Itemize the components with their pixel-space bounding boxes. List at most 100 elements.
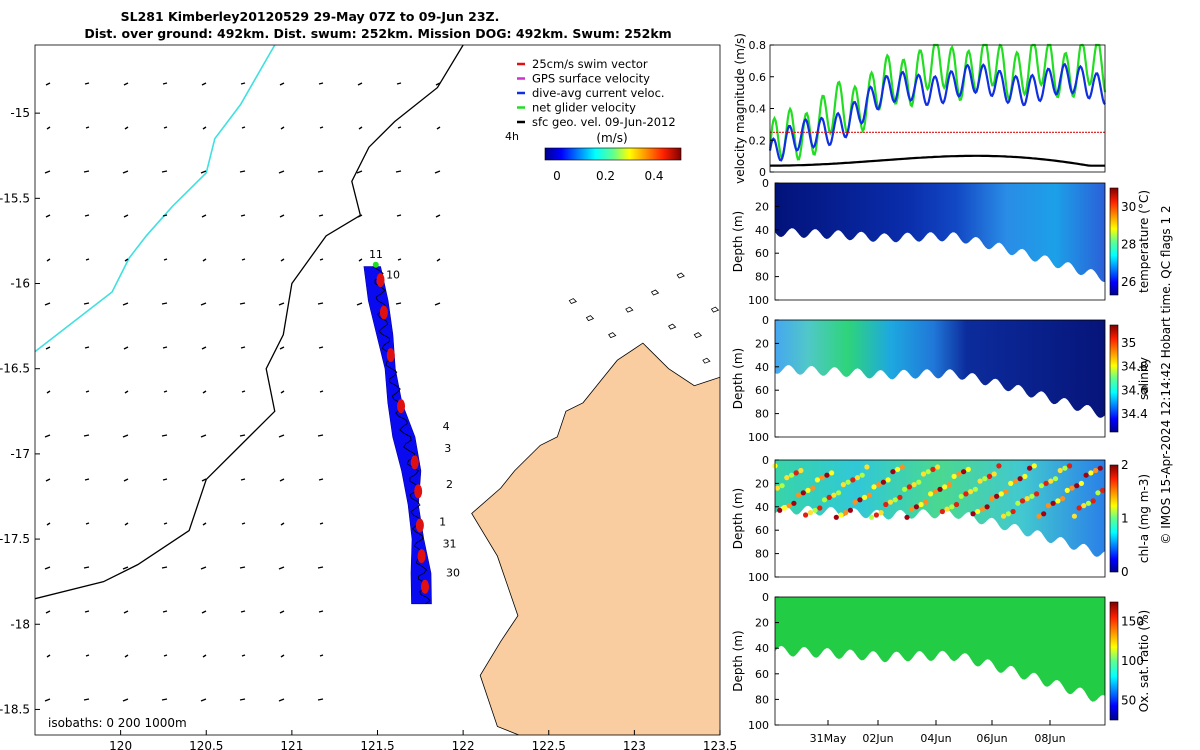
title-line-2: Dist. over ground: 492km. Dist. swum: 25… [84, 26, 671, 41]
chla-sample [862, 494, 868, 500]
chla-sample [850, 477, 856, 483]
depth-tick-label: 100 [748, 294, 769, 307]
sfc-vector [279, 478, 285, 482]
chla-sample [895, 466, 901, 472]
chla-sample [1027, 465, 1033, 471]
sfc-vector [201, 214, 207, 218]
credit-text: © IMOS 15-Apr-2024 12:14:42 Hobart time.… [1159, 205, 1173, 545]
depth-tick-label: 60 [755, 247, 769, 260]
chla-sample [843, 509, 849, 516]
chla-sample [887, 499, 894, 505]
chla-sample [788, 472, 795, 478]
sfc-vector [358, 258, 363, 262]
depth-tick-label: 80 [755, 548, 769, 561]
land-mass [471, 342, 720, 735]
sfc-vector [280, 654, 285, 658]
day-label-10: 10 [386, 268, 400, 281]
sfc-vector [202, 654, 207, 658]
sfc-vector [46, 522, 51, 526]
chla-sample [1048, 478, 1054, 484]
chla-sample [951, 473, 957, 479]
sfc-vector [162, 214, 168, 217]
map-xtick-label: 121 [280, 739, 303, 750]
oxygen-depth-label: Depth (m) [731, 630, 745, 691]
depth-tick-label: 80 [755, 408, 769, 421]
chla-sample [928, 491, 934, 497]
chla-sample [880, 479, 887, 485]
island [625, 306, 634, 313]
colorbar-title: (m/s) [596, 131, 627, 145]
temperature-frame [774, 182, 1106, 301]
swim-vector-marker [421, 579, 430, 594]
island [568, 298, 578, 305]
sfc-vector [317, 170, 324, 173]
chla-sample [1019, 498, 1026, 504]
chla-sample [793, 470, 799, 476]
sfc-vector [123, 610, 129, 614]
time-tick-label: 04Jun [920, 732, 951, 745]
island [668, 323, 677, 330]
chla-sample [982, 476, 988, 482]
depth-tick-label: 60 [755, 524, 769, 537]
chla-sample [991, 471, 997, 477]
salinity-colorbar-label: salinity [1137, 357, 1151, 400]
salinity-field [775, 320, 1105, 418]
map-ytick-label: -16.5 [0, 362, 30, 376]
chla-sample [866, 492, 872, 498]
sfc-vector [85, 522, 90, 525]
sfc-vector [395, 302, 402, 305]
sfc-vector [202, 126, 207, 130]
chla-sample [902, 486, 908, 492]
swim-vector-marker [417, 549, 426, 564]
temperature-field [775, 183, 1105, 282]
chla-sample [930, 466, 936, 472]
island [585, 315, 595, 322]
chla-sample [986, 473, 993, 479]
depth-tick-label: 40 [755, 642, 769, 655]
chla-sample [998, 491, 1004, 497]
sfc-vector [318, 346, 324, 349]
sfc-vector [85, 126, 90, 129]
chla-colorbar-tick: 1 [1121, 512, 1129, 526]
depth-tick-label: 20 [755, 337, 769, 350]
sfc-vector [319, 654, 324, 657]
chla-sample [871, 484, 877, 490]
sfc-vector [279, 82, 285, 86]
salinity-colorbar-tick: 34.6 [1121, 383, 1148, 397]
day-label-11: 11 [369, 248, 383, 261]
sfc-vector [318, 82, 324, 85]
chla-sample [892, 497, 898, 503]
sfc-vector [396, 214, 402, 217]
sfc-vector [317, 302, 324, 305]
depth-tick-label: 20 [755, 200, 769, 213]
chla-sample [918, 501, 924, 508]
sfc-vector [202, 390, 207, 394]
swim-vector-marker [397, 399, 406, 414]
section-chla: 0 20 40 60 80 100 Depth (m) 2 1 0 chl-a (mg m-3) [731, 454, 1151, 584]
legend-entry: 25cm/s swim vector [532, 57, 648, 71]
sfc-vector [358, 126, 363, 130]
time-tick-label: 31May [810, 732, 847, 745]
chla-sample [864, 464, 870, 470]
temperature-colorbar-tick: 28 [1121, 237, 1136, 251]
sfc-vector [200, 170, 207, 174]
chla-sample [807, 509, 814, 516]
chla-sample [831, 492, 837, 498]
chla-sample [784, 475, 790, 481]
isobath-1000m [35, 45, 464, 600]
swim-vector-marker [386, 348, 395, 363]
sfc-vector [319, 126, 324, 129]
chla-sample [994, 493, 1000, 499]
chla-sample [838, 512, 844, 518]
chla-sample [968, 489, 974, 495]
sfc-vector [83, 170, 90, 173]
temperature-colorbar-label: temperature (°C) [1137, 190, 1151, 293]
chla-sample [904, 514, 910, 520]
depth-tick-label: 80 [755, 693, 769, 706]
chla-sample [1029, 493, 1035, 499]
sfc-vector [83, 434, 90, 437]
sfc-vector [84, 82, 90, 85]
map-ytick-label: -18.5 [0, 702, 30, 716]
chla-sample [920, 471, 927, 477]
chla-sample [781, 505, 788, 511]
